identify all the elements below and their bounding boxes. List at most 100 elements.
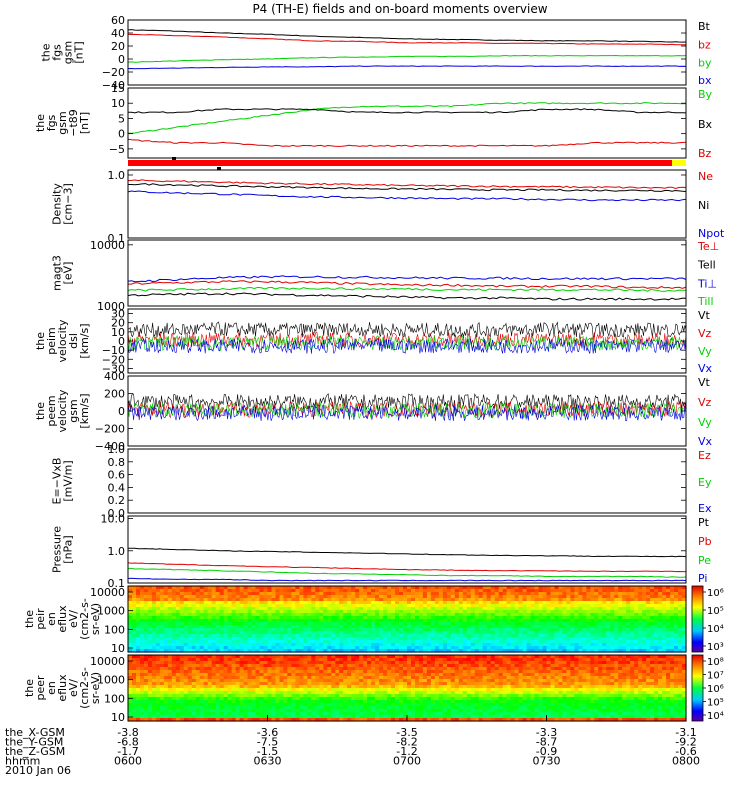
y-tick-label: 1.0 [108,169,126,182]
y-tick-label: 10 [111,642,125,655]
panel-9 [128,586,706,653]
series-line-Tell [128,293,686,300]
panel-frame [128,170,686,238]
y-tick-label: 5 [118,112,125,125]
legend-Vz: Vz [698,396,712,409]
series-line-Till [128,287,686,291]
y-tick-label: 0 [118,405,125,418]
colorbar-tick-label: 10⁴ [707,624,724,635]
panel-1 [128,20,686,85]
legend-Vy: Vy [698,416,712,429]
series-line-bz [128,34,686,45]
legend-Pe: Pe [698,554,711,567]
legend-bz: bz [698,38,711,51]
legend-Bx: Bx [698,118,713,131]
legend-Vx: Vx [698,362,713,375]
y-tick-label: 400 [104,370,125,383]
legend-Ni: Ni [698,199,709,212]
y-axis-label: [km/s] [78,323,91,358]
legend-bx: bx [698,74,712,87]
y-tick-label: 0.4 [108,481,126,494]
panel-4 [128,240,686,306]
y-axis-label: [nT] [78,112,91,134]
series-line-By [128,103,686,134]
panel-2 [128,88,686,158]
y-tick-label: −5 [109,143,125,156]
y-axis-label: [km/s] [78,393,91,428]
legend-Vt: Vt [698,376,711,389]
series-line-Te⊥ [128,281,686,289]
legend-Te⊥: Te⊥ [697,240,719,253]
legend-Vy: Vy [698,345,712,358]
y-tick-label: 10.0 [101,513,126,526]
panel-frame [128,240,686,306]
legend-Ne: Ne [698,170,713,183]
legend-Ey: Ey [698,476,712,489]
colorbar-tick-label: 10³ [707,642,724,653]
legend-Pb: Pb [698,535,712,548]
y-axis-label: [mV/m] [62,460,75,501]
colorbar [692,586,703,652]
y-tick-label: 0 [118,53,125,66]
y-tick-label: −20 [102,66,125,79]
y-tick-label: −200 [95,423,125,436]
y-axis-label: [nPa] [62,535,75,563]
y-tick-label: 0 [118,128,125,141]
panel-5 [128,309,686,373]
panel-frame [128,449,686,513]
y-tick-label: 10000 [90,586,125,599]
y-tick-label: 20 [111,40,125,53]
legend-Vx: Vx [698,435,713,448]
series-line-Vt [128,322,686,337]
legend-Pt: Pt [698,516,710,529]
y-tick-label: 100 [104,623,125,636]
panel-8 [128,516,686,583]
panel-6 [128,376,686,446]
y-tick-label: 1.0 [108,443,126,456]
series-line-Pt [128,548,686,556]
series-line-Ti⊥ [128,276,686,282]
legend-Till: Till [697,295,714,308]
y-axis-label: sr-eV) [89,603,102,635]
y-axis-label: [eV] [62,262,75,285]
legend-Ex: Ex [698,502,712,515]
legend-By: By [698,88,713,101]
series-line-Pi [128,578,686,581]
colorbar-tick-label: 10⁶ [707,588,724,599]
colorbar-tick-label: 10⁵ [707,606,724,617]
series-line-bx [128,66,686,69]
legend-Tell: Tell [697,259,716,272]
y-tick-label: 10 [111,97,125,110]
figure-title: P4 (TH-E) fields and on-board moments ov… [252,2,547,16]
panel-10 [128,655,706,722]
series-line-Bx [128,109,686,113]
y-axis-label: [nT] [73,41,86,63]
legend-Ti⊥: Ti⊥ [697,277,717,290]
y-tick-label: 10000 [90,239,125,252]
panel-frame [128,516,686,583]
panel-frame [128,20,686,85]
legend-Vz: Vz [698,327,712,340]
y-tick-label: 200 [104,388,125,401]
y-tick-label: 15 [111,82,125,95]
y-axis-label: [cm−3] [62,183,75,225]
series-line-Bz [128,139,686,146]
legend-Npot: Npot [698,227,725,240]
legend-Vt: Vt [698,309,711,322]
panel-7 [128,449,686,513]
legend-Ez: Ez [698,449,711,462]
y-tick-label: 0.2 [108,494,126,507]
series-line-Ne [128,180,686,189]
series-line-by [128,56,686,63]
legend-Bt: Bt [698,20,711,33]
y-tick-label: 60 [111,14,125,27]
y-tick-label: 1.0 [108,545,126,558]
series-line-Bt [128,30,686,42]
panel-3 [128,170,686,238]
series-line-Npot [128,191,686,201]
legend-Bz: Bz [698,147,712,160]
legend-Pi: Pi [698,572,707,585]
legend-by: by [698,57,712,70]
